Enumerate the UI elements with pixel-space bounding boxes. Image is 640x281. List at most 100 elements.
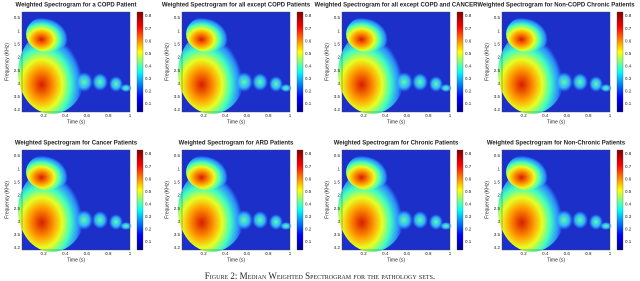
x-tick-label: 0.6	[564, 251, 571, 256]
heatmap-blob	[429, 214, 443, 230]
heatmap-blob	[269, 214, 283, 230]
heatmap-blob	[186, 154, 230, 190]
y-tick-label: 1	[337, 28, 340, 33]
x-tick-label: 1	[449, 113, 452, 118]
heatmap-blob	[395, 210, 413, 230]
y-tick-label: 1	[17, 166, 20, 171]
y-tick-label: 2.5	[14, 206, 21, 211]
y-tick-label: 0.5	[334, 153, 341, 158]
y-axis-label: Frequency (KHz)	[484, 43, 490, 81]
y-tick-label: 2.5	[174, 206, 181, 211]
x-tick-label: 0.6	[84, 113, 91, 118]
heatmap-blob	[412, 73, 428, 91]
y-axis-label: Frequency (KHz)	[4, 181, 10, 219]
x-tick-label: 0.6	[404, 251, 411, 256]
colorbar-tick-label: 0.7	[305, 26, 312, 31]
y-tick-label: 0.5	[174, 15, 181, 20]
y-tick-label: 3	[177, 81, 180, 86]
x-axis-label: Time (s)	[547, 257, 565, 263]
plot-frame	[181, 149, 291, 251]
y-tick-label: 3	[497, 219, 500, 224]
heatmap-blob	[346, 16, 390, 52]
y-tick-label: 2.5	[334, 206, 341, 211]
colorbar-tick-label: 0.8	[625, 151, 632, 156]
heatmap-blob	[555, 210, 573, 230]
x-tick-label: 0.6	[244, 113, 251, 118]
colorbar-tick-label: 0.7	[145, 26, 152, 31]
y-tick-label: 3.5	[174, 94, 181, 99]
plot-frame	[341, 11, 451, 113]
y-tick-label: 1.5	[174, 179, 181, 184]
y-tick-label: 2.5	[334, 68, 341, 73]
y-tick-label: 1	[177, 166, 180, 171]
y-tick-label: 1.5	[14, 179, 21, 184]
heatmap-blob	[338, 168, 406, 252]
y-tick-label: 3.5	[494, 232, 501, 237]
heatmap-blob	[109, 214, 123, 230]
y-tick-label: 2	[337, 193, 340, 198]
colorbar-tick-label: 0.1	[465, 101, 472, 106]
x-tick-label: 1	[609, 113, 612, 118]
y-tick-label: 1	[497, 28, 500, 33]
x-tick-label: 0.4	[62, 251, 69, 256]
colorbar-tick-label: 0.8	[145, 151, 152, 156]
colorbar-tick-label: 0.6	[465, 176, 472, 181]
y-tick-label: 1.5	[174, 41, 181, 46]
y-axis-label: Frequency (KHz)	[164, 181, 170, 219]
colorbar	[616, 149, 624, 251]
y-tick-label: 0.5	[334, 15, 341, 20]
heatmap-blob	[75, 210, 93, 230]
heatmap-blob	[92, 211, 108, 229]
heatmap-blob	[440, 84, 452, 92]
colorbar-tick-label: 0.2	[465, 89, 472, 94]
x-tick-label: 0.8	[105, 251, 112, 256]
x-tick-label: 1	[129, 113, 132, 118]
plot-frame	[341, 149, 451, 251]
caption: Figure 2: Median Weighted Spectrogram fo…	[205, 271, 435, 281]
y-axis-label: Frequency (KHz)	[324, 43, 330, 81]
colorbar-tick-label: 0.8	[465, 13, 472, 18]
plot-frame	[501, 149, 611, 251]
panel-title: Weighted Spectrogram for Chronic Patient…	[334, 141, 459, 147]
colorbar-tick-label: 0.2	[305, 227, 312, 232]
y-tick-label: 3	[337, 81, 340, 86]
x-axis-label: Time (s)	[67, 257, 85, 263]
x-tick-label: 0.2	[360, 251, 367, 256]
colorbar-tick-label: 0.1	[145, 101, 152, 106]
heatmap-blob	[186, 16, 230, 52]
colorbar-tick-label: 0.8	[305, 151, 312, 156]
colorbar-tick-label: 0.7	[465, 164, 472, 169]
y-tick-label: 2.5	[494, 68, 501, 73]
y-tick-label: 0.5	[14, 153, 21, 158]
y-tick-label: 1	[497, 166, 500, 171]
heatmap-blob	[280, 222, 292, 230]
heatmap-blob	[506, 154, 550, 190]
colorbar-tick-label: 0.6	[145, 176, 152, 181]
x-axis-label: Time (s)	[387, 257, 405, 263]
x-tick-label: 0.2	[200, 113, 207, 118]
colorbar-tick-label: 0.3	[625, 76, 632, 81]
colorbar-tick-label: 0.2	[625, 89, 632, 94]
y-tick-label: 2	[177, 55, 180, 60]
y-tick-label: 4.2	[14, 245, 21, 250]
y-tick-label: 4.2	[494, 245, 501, 250]
colorbar-tick-label: 0.6	[305, 38, 312, 43]
colorbar-tick-label: 0.3	[145, 214, 152, 219]
heatmap-blob	[498, 30, 566, 114]
x-axis-label: Time (s)	[227, 119, 245, 125]
y-axis-label: Frequency (KHz)	[484, 181, 490, 219]
y-tick-label: 3	[337, 219, 340, 224]
x-tick-label: 0.8	[265, 113, 272, 118]
y-tick-label: 1	[17, 28, 20, 33]
colorbar-tick-label: 0.3	[465, 76, 472, 81]
y-tick-label: 3	[17, 219, 20, 224]
panel-title: Weighted Spectrogram for Cancer Patients	[15, 141, 138, 147]
x-tick-label: 0.6	[404, 113, 411, 118]
colorbar-tick-label: 0.7	[145, 164, 152, 169]
y-tick-label: 4.2	[174, 245, 181, 250]
heatmap-blob	[572, 211, 588, 229]
y-tick-label: 1	[177, 28, 180, 33]
panel-title: Weighted Spectrogram for ARD Patients	[179, 141, 294, 147]
x-tick-label: 0.2	[40, 113, 47, 118]
